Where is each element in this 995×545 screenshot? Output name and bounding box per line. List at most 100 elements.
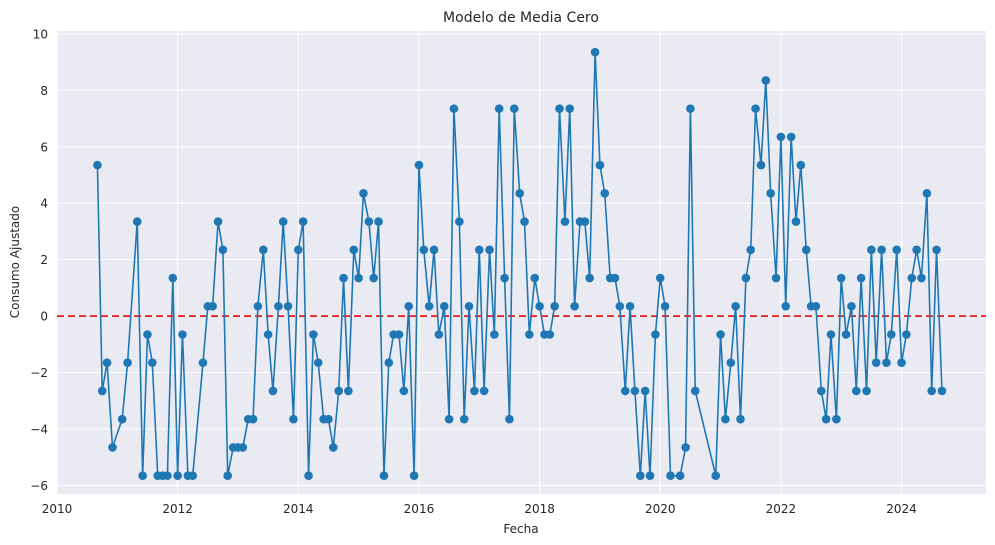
data-point [369,273,379,283]
data-point [509,104,519,113]
data-point [148,358,157,368]
x-tick-label: 2016 [404,502,435,516]
data-point [630,386,640,396]
data-point [289,414,298,424]
data-point [485,245,494,255]
data-point [716,330,725,339]
data-point [123,358,132,368]
data-point [298,217,308,226]
data-point [600,189,610,198]
x-axis-ticks: 2010 2012 2014 2016 2018 2020 2022 2024 [42,502,917,516]
data-point [414,160,424,170]
data-point [208,301,217,311]
data-point [645,471,655,480]
data-point [384,358,394,368]
data-point [545,330,555,339]
y-tick-label: −6 [30,479,48,493]
data-point [364,217,374,226]
x-tick-label: 2022 [766,502,797,516]
data-point [309,330,318,339]
data-point [821,414,831,424]
data-point [651,330,660,339]
data-point [761,76,771,85]
data-point [444,414,454,424]
data-point [636,471,645,480]
x-tick-label: 2012 [162,502,193,516]
x-tick-label: 2014 [283,502,314,516]
data-point [259,245,268,255]
data-point [625,301,635,311]
data-point [253,301,263,311]
data-point [681,443,690,452]
data-point [168,273,178,283]
data-point [429,245,439,255]
data-point [766,189,775,198]
data-point [132,217,142,226]
data-point [550,301,559,311]
data-series [93,47,947,480]
data-point [313,358,323,368]
data-point [856,273,866,283]
data-point [173,471,182,480]
data-point [399,386,409,396]
data-point [867,245,876,255]
data-point [163,471,172,480]
data-point [223,471,233,480]
plot-area [57,31,986,494]
series-line [96,51,943,477]
data-point [248,414,258,424]
x-tick-label: 2018 [524,502,555,516]
data-point [655,273,665,283]
data-point [877,245,886,255]
data-point [515,189,524,198]
data-point [470,386,479,396]
data-point [419,245,429,255]
data-point [565,104,575,113]
data-point [404,301,413,311]
data-point [198,358,208,368]
data-point [178,330,187,339]
data-point [726,358,736,368]
y-tick-label: 8 [40,84,48,98]
data-point [580,217,590,226]
y-tick-label: 6 [40,140,48,154]
data-point [902,330,911,339]
data-point [494,104,504,113]
data-point [324,414,333,424]
data-point [852,386,861,396]
data-point [776,132,786,142]
x-tick-label: 2024 [886,502,917,516]
data-point [620,386,630,396]
data-point [786,132,796,142]
data-point [917,273,926,283]
data-point [555,104,564,113]
data-point [138,471,147,480]
y-axis-label: Consumo Ajustado [8,206,22,318]
data-point [354,273,363,283]
y-axis-ticks: −6 −4 −2 0 2 4 6 8 10 [30,27,48,493]
y-tick-label: −4 [30,423,48,437]
data-point [862,386,871,396]
data-point [334,386,344,396]
data-point [344,386,353,396]
data-point [751,104,760,113]
data-point [711,471,721,480]
data-point [897,358,906,368]
data-point [590,47,600,57]
data-point [686,104,695,113]
data-point [283,301,293,311]
x-axis-label: Fecha [503,522,538,536]
data-point [871,358,881,368]
data-point [756,160,766,170]
data-point [525,330,534,339]
data-point [238,443,248,452]
data-point [328,443,338,452]
data-point [817,386,826,396]
y-tick-label: −2 [30,366,48,380]
data-point [143,330,152,339]
y-tick-label: 10 [33,27,48,41]
data-point [520,217,529,226]
data-point [675,471,685,480]
data-point [560,217,570,226]
data-point [278,217,288,226]
